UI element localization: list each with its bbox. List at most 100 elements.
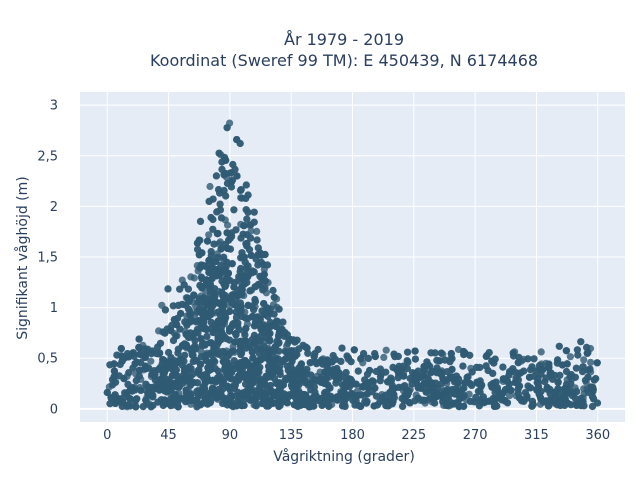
scatter-point (406, 399, 414, 407)
scatter-point (297, 394, 305, 402)
scatter-point (186, 311, 194, 319)
scatter-point (534, 385, 542, 393)
scatter-point (376, 373, 385, 381)
scatter-point (270, 293, 278, 301)
scatter-point (363, 397, 371, 405)
scatter-point (558, 361, 567, 369)
scatter-point (248, 313, 256, 321)
scatter-point (164, 285, 172, 293)
scatter-point (435, 357, 443, 365)
scatter-point (250, 208, 258, 216)
scatter-point (209, 328, 217, 337)
scatter-point (530, 355, 538, 363)
scatter-point (260, 393, 268, 401)
scatter-point (528, 363, 536, 371)
scatter-point (224, 221, 232, 229)
scatter-point (189, 351, 197, 359)
scatter-point (156, 386, 164, 394)
scatter-point (403, 357, 411, 365)
scatter-point (414, 367, 422, 375)
scatter-point (296, 400, 305, 408)
scatter-point (268, 389, 276, 397)
scatter-point (129, 384, 137, 392)
scatter-point (117, 398, 125, 406)
scatter-point (567, 380, 575, 388)
scatter-point (546, 369, 554, 377)
scatter-point (203, 332, 211, 340)
scatter-point (275, 305, 283, 313)
scatter-point (406, 374, 414, 383)
scatter-point (169, 302, 177, 310)
scatter-point (399, 402, 407, 410)
scatter-point (240, 357, 248, 365)
scatter-point (118, 357, 126, 365)
scatter-point (370, 402, 378, 410)
scatter-point (225, 327, 234, 335)
scatter-point (259, 261, 267, 269)
scatter-point (183, 319, 191, 327)
scatter-point (132, 403, 140, 411)
scatter-point (232, 331, 240, 339)
scatter-point (583, 343, 591, 351)
scatter-point (288, 347, 296, 355)
scatter-point (286, 335, 294, 343)
scatter-point (225, 307, 234, 315)
scatter-point (201, 378, 209, 386)
scatter-point (535, 390, 543, 398)
scatter-point (200, 306, 208, 314)
scatter-point (161, 396, 169, 404)
scatter-point (348, 391, 356, 399)
scatter-point (254, 280, 263, 288)
scatter-point (288, 383, 296, 391)
scatter-point (209, 376, 217, 384)
scatter-point (363, 390, 371, 398)
scatter-point (195, 317, 203, 325)
scatter-point (156, 349, 164, 357)
scatter-point (257, 325, 265, 333)
scatter-point (231, 338, 239, 346)
scatter-point (216, 200, 224, 208)
scatter-point (103, 388, 111, 397)
scatter-point (360, 350, 368, 358)
scatter-point (258, 251, 266, 259)
scatter-point (203, 326, 211, 334)
scatter-point (244, 208, 252, 216)
scatter-point (577, 338, 585, 346)
scatter-point (181, 368, 189, 376)
scatter-point (488, 383, 496, 391)
scatter-point (208, 384, 216, 392)
scatter-point (404, 348, 412, 356)
scatter-point (337, 389, 345, 398)
scatter-point (199, 312, 207, 320)
scatter-point (167, 327, 175, 335)
scatter-point (473, 378, 481, 386)
scatter-point (556, 396, 564, 405)
scatter-point (326, 384, 334, 392)
scatter-point (218, 304, 226, 312)
scatter-point (230, 206, 238, 214)
scatter-point (482, 362, 490, 370)
scatter-point (139, 403, 147, 411)
scatter-point (310, 353, 318, 361)
scatter-point (223, 229, 231, 237)
scatter-point (506, 368, 514, 376)
scatter-point (240, 253, 248, 261)
scatter-point (589, 395, 598, 403)
scatter-point (342, 378, 350, 386)
scatter-point (173, 321, 181, 329)
scatter-point (259, 399, 267, 407)
scatter-point (266, 337, 274, 345)
scatter-point (523, 394, 531, 402)
scatter-point (568, 392, 577, 400)
scatter-point (149, 393, 157, 401)
scatter-point (587, 383, 595, 391)
scatter-point (148, 347, 156, 355)
scatter-point (270, 310, 278, 318)
scatter-point (182, 386, 190, 394)
scatter-point (317, 356, 326, 364)
scatter-point (237, 337, 245, 345)
scatter-point (264, 373, 272, 381)
scatter-point (574, 351, 582, 359)
scatter-point (284, 393, 292, 401)
scatter-point (384, 378, 392, 386)
